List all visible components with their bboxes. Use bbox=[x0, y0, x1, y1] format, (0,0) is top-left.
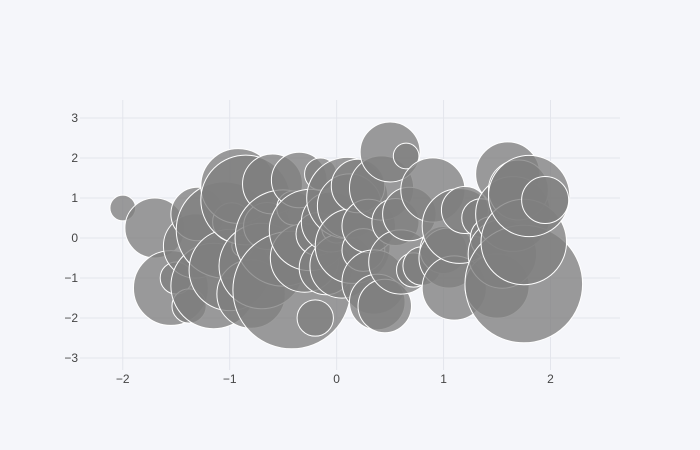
bubble-point[interactable] bbox=[522, 176, 569, 223]
y-tick-label: 3 bbox=[71, 111, 78, 125]
y-tick-label: 2 bbox=[71, 151, 78, 165]
x-tick-label: −2 bbox=[116, 372, 130, 386]
y-tick-label: 1 bbox=[71, 191, 78, 205]
x-tick-label: 1 bbox=[440, 372, 447, 386]
x-tick-label: 0 bbox=[333, 372, 340, 386]
y-tick-label: −3 bbox=[64, 351, 78, 365]
y-tick-label: −2 bbox=[64, 311, 78, 325]
bubble-point[interactable] bbox=[297, 300, 333, 336]
x-tick-label: 2 bbox=[547, 372, 554, 386]
x-tick-label: −1 bbox=[223, 372, 237, 386]
y-tick-label: −1 bbox=[64, 271, 78, 285]
y-tick-label: 0 bbox=[71, 231, 78, 245]
